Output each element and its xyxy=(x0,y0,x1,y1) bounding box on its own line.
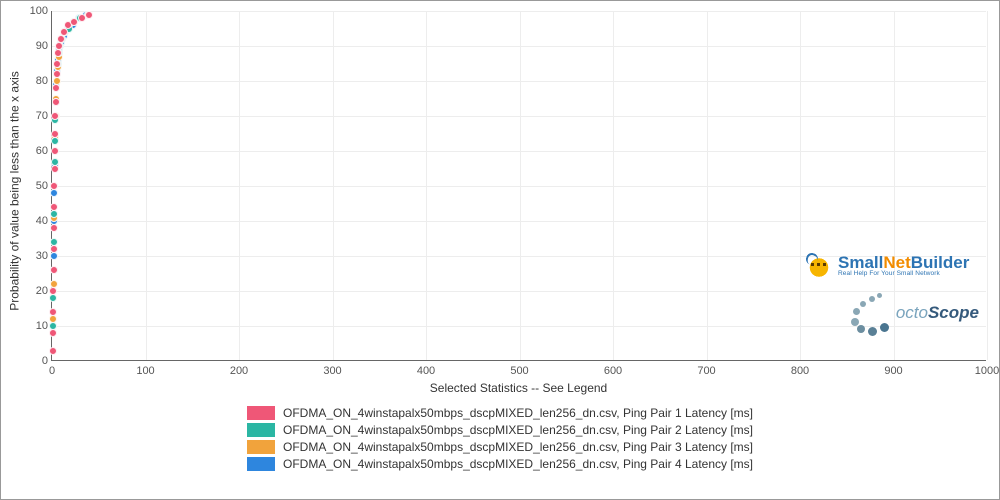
data-point xyxy=(49,347,57,355)
data-point xyxy=(49,308,57,316)
y-tick-label: 40 xyxy=(18,215,48,227)
legend-label: OFDMA_ON_4winstapalx50mbps_dscpMIXED_len… xyxy=(283,423,753,437)
x-tick-label: 900 xyxy=(884,365,902,377)
x-tick-label: 300 xyxy=(323,365,341,377)
data-point xyxy=(57,35,65,43)
y-tick-label: 90 xyxy=(18,40,48,52)
legend-item: OFDMA_ON_4winstapalx50mbps_dscpMIXED_len… xyxy=(247,423,753,437)
data-point xyxy=(85,11,93,19)
x-tick-label: 700 xyxy=(697,365,715,377)
x-tick-label: 100 xyxy=(136,365,154,377)
data-point xyxy=(49,329,57,337)
legend: OFDMA_ON_4winstapalx50mbps_dscpMIXED_len… xyxy=(1,406,999,471)
legend-swatch xyxy=(247,440,275,454)
x-tick-label: 0 xyxy=(49,365,55,377)
y-tick-label: 50 xyxy=(18,180,48,192)
x-tick-label: 200 xyxy=(230,365,248,377)
data-point xyxy=(51,112,59,120)
y-tick-label: 0 xyxy=(18,355,48,367)
legend-label: OFDMA_ON_4winstapalx50mbps_dscpMIXED_len… xyxy=(283,440,753,454)
plot-area: 0100200300400500600700800900100001020304… xyxy=(51,11,986,361)
y-tick-label: 60 xyxy=(18,145,48,157)
data-point xyxy=(52,98,60,106)
data-point xyxy=(60,28,68,36)
data-point xyxy=(52,84,60,92)
gridline-vertical xyxy=(987,11,988,360)
x-tick-label: 1000 xyxy=(975,365,999,377)
x-tick-label: 800 xyxy=(791,365,809,377)
legend-label: OFDMA_ON_4winstapalx50mbps_dscpMIXED_len… xyxy=(283,457,753,471)
legend-swatch xyxy=(247,423,275,437)
data-point xyxy=(55,42,63,50)
y-tick-label: 20 xyxy=(18,285,48,297)
data-point xyxy=(50,203,58,211)
chart-container: Probability of value being less than the… xyxy=(0,0,1000,500)
y-tick-label: 10 xyxy=(18,320,48,332)
data-point xyxy=(50,224,58,232)
legend-item: OFDMA_ON_4winstapalx50mbps_dscpMIXED_len… xyxy=(247,440,753,454)
x-tick-label: 500 xyxy=(510,365,528,377)
x-tick-label: 600 xyxy=(604,365,622,377)
chart: Probability of value being less than the… xyxy=(1,1,999,499)
data-point xyxy=(50,266,58,274)
y-tick-label: 30 xyxy=(18,250,48,262)
data-point xyxy=(49,287,57,295)
data-point xyxy=(50,245,58,253)
legend-swatch xyxy=(247,457,275,471)
y-tick-label: 80 xyxy=(18,75,48,87)
legend-item: OFDMA_ON_4winstapalx50mbps_dscpMIXED_len… xyxy=(247,406,753,420)
data-point xyxy=(53,60,61,68)
series xyxy=(52,11,986,360)
legend-item: OFDMA_ON_4winstapalx50mbps_dscpMIXED_len… xyxy=(247,457,753,471)
x-axis-title: Selected Statistics -- See Legend xyxy=(51,381,986,395)
data-point xyxy=(51,147,59,155)
data-point xyxy=(50,182,58,190)
y-tick-label: 70 xyxy=(18,110,48,122)
data-point xyxy=(51,130,59,138)
y-tick-label: 100 xyxy=(18,5,48,17)
data-point xyxy=(51,165,59,173)
legend-swatch xyxy=(247,406,275,420)
data-point xyxy=(54,49,62,57)
x-tick-label: 400 xyxy=(417,365,435,377)
data-point xyxy=(53,70,61,78)
legend-label: OFDMA_ON_4winstapalx50mbps_dscpMIXED_len… xyxy=(283,406,753,420)
